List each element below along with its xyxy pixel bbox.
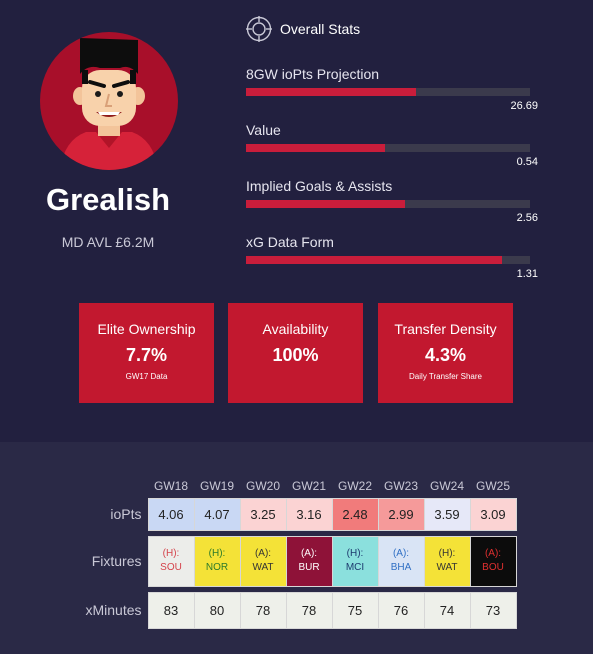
player-avatar	[40, 32, 178, 170]
iopts-cell: 2.48	[331, 497, 379, 531]
card-value: 100%	[272, 345, 319, 365]
stat-label: xG Data Form	[246, 234, 334, 250]
stat-bar-fill	[246, 256, 502, 264]
xminutes-cell: 73	[469, 591, 517, 629]
iopts-cell: 3.09	[469, 497, 517, 531]
fixture-cell: (A): WAT	[239, 535, 287, 587]
fixture-team: MCI	[345, 562, 365, 573]
crosshair-icon	[246, 16, 272, 42]
card-elite-ownership: Elite Ownership 7.7% GW17 Data	[79, 303, 214, 403]
avatar-illustration	[60, 38, 158, 170]
xminutes-cell: 76	[377, 591, 425, 629]
fixture-venue: (A):	[300, 548, 318, 559]
card-title: Elite Ownership	[97, 321, 196, 337]
gw-header: GW20	[245, 478, 280, 493]
iopts-cell: 4.06	[147, 497, 195, 531]
player-meta: MD AVL £6.2M	[61, 234, 155, 250]
gw-header: GW22	[337, 478, 372, 493]
stat-label: Value	[246, 122, 281, 138]
fixture-cell: (A): BUR	[285, 535, 333, 587]
fixture-cell: (H): MCI	[331, 535, 379, 587]
fixture-venue: (A):	[392, 548, 410, 559]
gw-header: GW23	[383, 478, 418, 493]
stat-value-metric: Value 0.54	[246, 122, 538, 168]
gameweek-table: GW18 GW19 GW20 GW21 GW22 GW23 GW24 GW25 …	[78, 474, 517, 629]
iopts-cell: 4.07	[193, 497, 241, 531]
fixture-venue: (H):	[162, 548, 180, 559]
xminutes-cell: 75	[331, 591, 379, 629]
fixture-venue: (H):	[208, 548, 226, 559]
xminutes-label: xMinutes	[85, 602, 142, 618]
profile-section: Grealish MD AVL £6.2M Overall Stats 8GW …	[40, 16, 538, 403]
card-title: Transfer Density	[394, 321, 497, 337]
gameweek-header-row: GW18 GW19 GW20 GW21 GW22 GW23 GW24 GW25	[78, 474, 516, 498]
fixture-cell: (H): SOU	[147, 535, 195, 587]
gw-header: GW19	[199, 478, 234, 493]
xminutes-cell: 78	[239, 591, 287, 629]
gw-header: GW25	[475, 478, 510, 493]
iopts-row: ioPts 4.06 4.07 3.25 3.16 2.48 2.99 3.59…	[78, 497, 517, 531]
fixture-team: SOU	[160, 562, 182, 573]
fixture-cell: (A): BHA	[377, 535, 425, 587]
stat-projection: 8GW ioPts Projection 26.69	[246, 66, 538, 112]
stat-bar-fill	[246, 144, 386, 152]
card-subtitle: GW17 Data	[125, 372, 168, 381]
fixture-team: BHA	[390, 562, 412, 573]
iopts-cell: 3.25	[239, 497, 287, 531]
stat-bar	[246, 256, 530, 264]
gw-header: GW21	[291, 478, 326, 493]
stat-implied-goals: Implied Goals & Assists 2.56	[246, 178, 538, 224]
fixture-team: BOU	[482, 562, 504, 573]
xminutes-row: xMinutes 83 80 78 78 75 76 74 73	[78, 591, 517, 629]
stat-label: 8GW ioPts Projection	[246, 66, 380, 82]
card-value: 7.7%	[125, 345, 168, 365]
fixture-cell: (H): NOR	[193, 535, 241, 587]
stat-bar	[246, 144, 530, 152]
fixture-team: WAT	[252, 562, 274, 573]
stat-value: 26.69	[510, 100, 538, 112]
card-transfer-density: Transfer Density 4.3% Daily Transfer Sha…	[378, 303, 513, 403]
fixture-cell: (A): BOU	[469, 535, 517, 587]
card-title: Availability	[262, 321, 329, 337]
card-value: 4.3%	[424, 345, 467, 365]
fixture-team: NOR	[205, 562, 229, 573]
overall-stats-title: Overall Stats	[280, 21, 361, 37]
stat-bar	[246, 88, 530, 96]
stat-bar-fill	[246, 200, 406, 208]
card-availability: Availability 100%	[228, 303, 363, 403]
fixture-team: WAT	[436, 562, 458, 573]
xminutes-cell: 78	[285, 591, 333, 629]
iopts-cell: 2.99	[377, 497, 425, 531]
fixture-cell: (H): WAT	[423, 535, 471, 587]
fixture-venue: (A):	[254, 548, 272, 559]
iopts-cell: 3.16	[285, 497, 333, 531]
xminutes-cell: 83	[147, 591, 195, 629]
stat-value: 2.56	[516, 212, 538, 224]
fixture-venue: (H):	[438, 548, 456, 559]
fixtures-row: Fixtures (H): SOU (H): NOR (A): WAT (A): BUR…	[78, 535, 517, 587]
gw-header: GW18	[153, 478, 188, 493]
iopts-cell: 3.59	[423, 497, 471, 531]
fixture-venue: (A):	[484, 548, 502, 559]
card-subtitle: Daily Transfer Share	[409, 372, 482, 381]
stat-bar-fill	[246, 88, 417, 96]
stat-value: 1.31	[516, 268, 538, 280]
xminutes-cell: 80	[193, 591, 241, 629]
fixtures-label: Fixtures	[91, 553, 142, 569]
stat-value: 0.54	[516, 156, 538, 168]
header-empty	[78, 474, 148, 498]
stat-bar	[246, 200, 530, 208]
iopts-label: ioPts	[110, 506, 142, 522]
player-name: Grealish	[45, 182, 171, 217]
stat-label: Implied Goals & Assists	[246, 178, 393, 194]
fixture-team: BUR	[298, 562, 320, 573]
overall-stats-header: Overall Stats	[246, 16, 360, 42]
stat-xg-form: xG Data Form 1.31	[246, 234, 538, 280]
xminutes-cell: 74	[423, 591, 471, 629]
fixture-venue: (H):	[346, 548, 364, 559]
gw-header: GW24	[429, 478, 464, 493]
